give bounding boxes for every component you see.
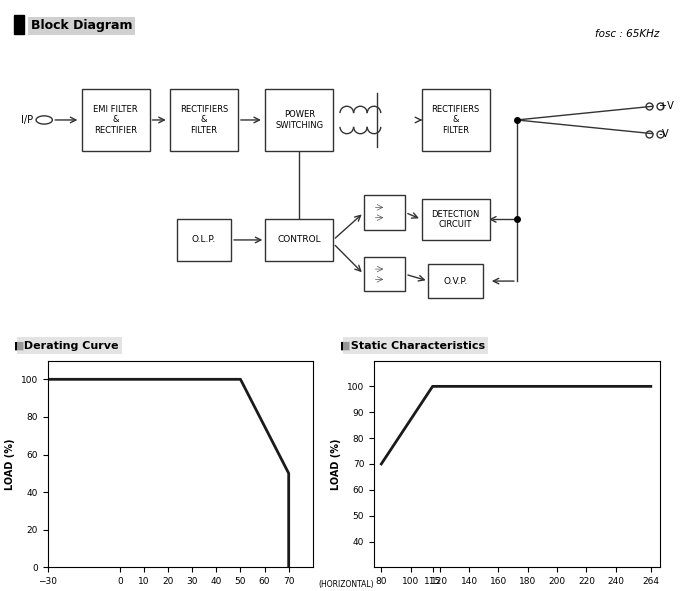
Bar: [364, 257, 405, 291]
Bar: [428, 264, 483, 298]
Text: RECTIFIERS
&
FILTER: RECTIFIERS & FILTER: [432, 105, 479, 135]
Bar: [422, 199, 490, 240]
Text: EMI FILTER
&
RECTIFIER: EMI FILTER & RECTIFIER: [93, 105, 138, 135]
Bar: [82, 89, 150, 151]
Text: O.L.P.: O.L.P.: [192, 235, 216, 245]
Text: O.V.P.: O.V.P.: [443, 277, 468, 285]
Text: ■: ■: [340, 341, 354, 350]
Bar: [265, 219, 333, 261]
Text: fosc : 65KHz: fosc : 65KHz: [595, 30, 660, 39]
Text: -V: -V: [656, 129, 669, 139]
Bar: [422, 89, 490, 151]
Text: Derating Curve: Derating Curve: [20, 341, 119, 350]
Bar: [364, 196, 405, 230]
Text: Static Characteristics: Static Characteristics: [347, 341, 485, 350]
Text: (HORIZONTAL): (HORIZONTAL): [318, 580, 374, 589]
Text: +V: +V: [656, 101, 674, 111]
Y-axis label: LOAD (%): LOAD (%): [331, 438, 341, 490]
Y-axis label: LOAD (%): LOAD (%): [5, 438, 15, 490]
Text: DETECTION
CIRCUIT: DETECTION CIRCUIT: [431, 210, 480, 229]
Text: ■: ■: [14, 341, 28, 350]
Text: CONTROL: CONTROL: [277, 235, 321, 245]
Bar: [177, 219, 231, 261]
Bar: [170, 89, 238, 151]
Text: Block Diagram: Block Diagram: [31, 20, 132, 32]
Bar: [265, 89, 333, 151]
Text: I/P: I/P: [21, 115, 33, 125]
Bar: [14, 15, 24, 34]
Text: RECTIFIERS
&
FILTER: RECTIFIERS & FILTER: [180, 105, 228, 135]
Text: POWER
SWITCHING: POWER SWITCHING: [275, 111, 323, 129]
